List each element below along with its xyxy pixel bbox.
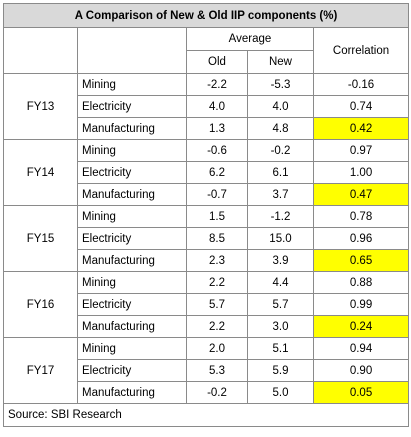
fiscal-year-cell: FY16 [3, 271, 78, 338]
new-average-cell: 5.1 [247, 337, 314, 360]
table-row: FY14 Mining -0.6 -0.2 0.97 [3, 139, 410, 206]
new-average-cell: 5.9 [247, 359, 314, 382]
old-average-cell: 2.2 [186, 315, 248, 338]
component-cell: Manufacturing [77, 117, 187, 140]
correlation-cell: 0.24 [312, 315, 410, 338]
component-cell: Manufacturing [77, 249, 187, 272]
old-average-cell: 2.0 [186, 337, 248, 360]
source-note: Source: SBI Research [2, 403, 410, 427]
table-row: Manufacturing 2.2 3.0 0.24 [4, 315, 410, 338]
table-row: Manufacturing 2.3 3.9 0.65 [4, 249, 410, 272]
correlation-cell: 0.99 [312, 293, 410, 316]
component-cell: Electricity [77, 293, 187, 316]
table-title: A Comparison of New & Old IIP components… [2, 3, 410, 28]
correlation-cell: 1.00 [312, 161, 410, 184]
table-row: FY17 Mining 2.0 5.1 0.94 [3, 337, 410, 404]
comparison-table-container: A Comparison of New & Old IIP components… [2, 3, 410, 427]
component-cell: Mining [77, 271, 187, 294]
component-cell: Manufacturing [77, 315, 187, 338]
correlation-cell: 0.94 [312, 337, 410, 360]
component-cell: Manufacturing [77, 183, 187, 206]
correlation-cell: 0.90 [312, 359, 410, 382]
new-average-cell: 4.8 [247, 117, 314, 140]
fiscal-year-cell: FY15 [3, 205, 78, 272]
component-cell: Manufacturing [77, 381, 187, 404]
table-row: Manufacturing -0.7 3.7 0.47 [4, 183, 410, 206]
component-cell: Electricity [77, 227, 187, 250]
new-average-cell: -1.2 [247, 205, 314, 228]
component-cell: Mining [77, 139, 187, 162]
old-average-cell: 1.3 [186, 117, 248, 140]
old-average-cell: 5.7 [186, 293, 248, 316]
correlation-cell: 0.78 [312, 205, 410, 228]
new-average-cell: 4.0 [247, 95, 314, 118]
old-average-cell: -0.7 [186, 183, 248, 206]
new-average-cell: 4.4 [247, 271, 314, 294]
table-row: FY16 Mining 2.2 4.4 0.88 [3, 271, 410, 338]
new-average-cell: 15.0 [247, 227, 314, 250]
old-column-header: Old [186, 50, 248, 74]
new-average-cell: 3.9 [247, 249, 314, 272]
component-cell: Mining [77, 337, 187, 360]
component-cell: Electricity [77, 95, 187, 118]
old-average-cell: 1.5 [186, 205, 248, 228]
old-average-cell: 4.0 [186, 95, 248, 118]
new-average-cell: 3.0 [247, 315, 314, 338]
fiscal-year-cell: FY17 [3, 337, 78, 404]
correlation-cell: 0.47 [312, 183, 410, 206]
old-average-cell: 2.3 [186, 249, 248, 272]
new-average-cell: -5.3 [247, 73, 314, 96]
table-row: Electricity 6.2 6.1 1.00 [4, 161, 410, 184]
correlation-cell: 0.05 [312, 381, 410, 404]
correlation-cell: 0.88 [312, 271, 410, 294]
old-average-cell: 2.2 [186, 271, 248, 294]
new-average-cell: 5.0 [247, 381, 314, 404]
new-average-cell: 3.7 [247, 183, 314, 206]
component-cell: Electricity [77, 161, 187, 184]
old-average-cell: -0.2 [186, 381, 248, 404]
header-empty-component [77, 27, 187, 74]
fiscal-year-cell: FY14 [3, 139, 78, 206]
header-empty-year [3, 27, 78, 74]
correlation-cell: 0.96 [312, 227, 410, 250]
correlation-header: Correlation [312, 27, 410, 74]
new-average-cell: -0.2 [247, 139, 314, 162]
fiscal-year-cell: FY13 [3, 73, 78, 140]
correlation-cell: -0.16 [312, 73, 410, 96]
old-average-cell: 8.5 [186, 227, 248, 250]
component-cell: Mining [77, 73, 187, 96]
table-row: FY13 Mining -2.2 -5.3 -0.16 [3, 73, 410, 140]
correlation-cell: 0.74 [312, 95, 410, 118]
old-average-cell: -2.2 [186, 73, 248, 96]
old-average-cell: -0.6 [186, 139, 248, 162]
correlation-cell: 0.65 [312, 249, 410, 272]
new-average-cell: 6.1 [247, 161, 314, 184]
table-row: Electricity 5.7 5.7 0.99 [4, 293, 410, 316]
new-average-cell: 5.7 [247, 293, 314, 316]
old-average-cell: 6.2 [186, 161, 248, 184]
new-column-header: New [247, 50, 314, 74]
component-cell: Electricity [77, 359, 187, 382]
correlation-cell: 0.42 [312, 117, 410, 140]
iip-comparison-table: A Comparison of New & Old IIP components… [2, 3, 410, 427]
table-row: Manufacturing 1.3 4.8 0.42 [4, 117, 410, 140]
component-cell: Mining [77, 205, 187, 228]
old-average-cell: 5.3 [186, 359, 248, 382]
correlation-cell: 0.97 [312, 139, 410, 162]
table-row: FY15 Mining 1.5 -1.2 0.78 [3, 205, 410, 272]
average-group-header: Average [186, 27, 314, 51]
